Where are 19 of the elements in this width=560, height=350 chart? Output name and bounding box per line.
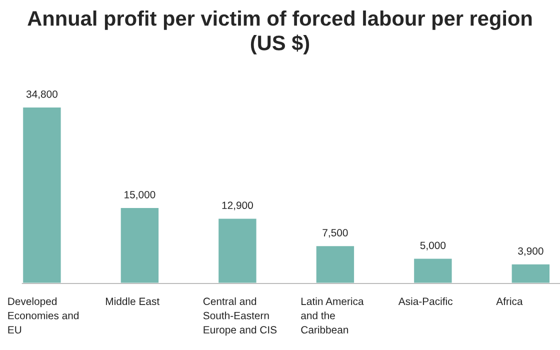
bar — [510, 263, 551, 284]
x-tick-label: Latin America and the Caribbean — [301, 297, 364, 334]
data-label: 7,500 — [322, 229, 348, 238]
data-label: 3,900 — [518, 247, 544, 256]
bar — [217, 217, 258, 284]
x-tick-label: Middle East — [106, 297, 160, 306]
data-label: 12,900 — [222, 202, 253, 210]
x-tick-label: Asia-Pacific — [398, 297, 453, 306]
bar — [22, 106, 62, 284]
chart-title: Annual profit per victim of forced labour per region (US $) — [28, 10, 532, 54]
bar — [119, 206, 160, 284]
bar — [412, 257, 454, 284]
bar — [314, 244, 356, 284]
x-tick-label: Central and South-Eastern Europe and CIS — [203, 297, 277, 336]
x-tick-label: Developed Economies and EU — [8, 297, 79, 334]
x-tick-label: Africa — [496, 297, 523, 306]
data-label: 15,000 — [124, 190, 156, 200]
data-label: 34,800 — [26, 90, 58, 100]
data-label: 5,000 — [420, 242, 446, 250]
